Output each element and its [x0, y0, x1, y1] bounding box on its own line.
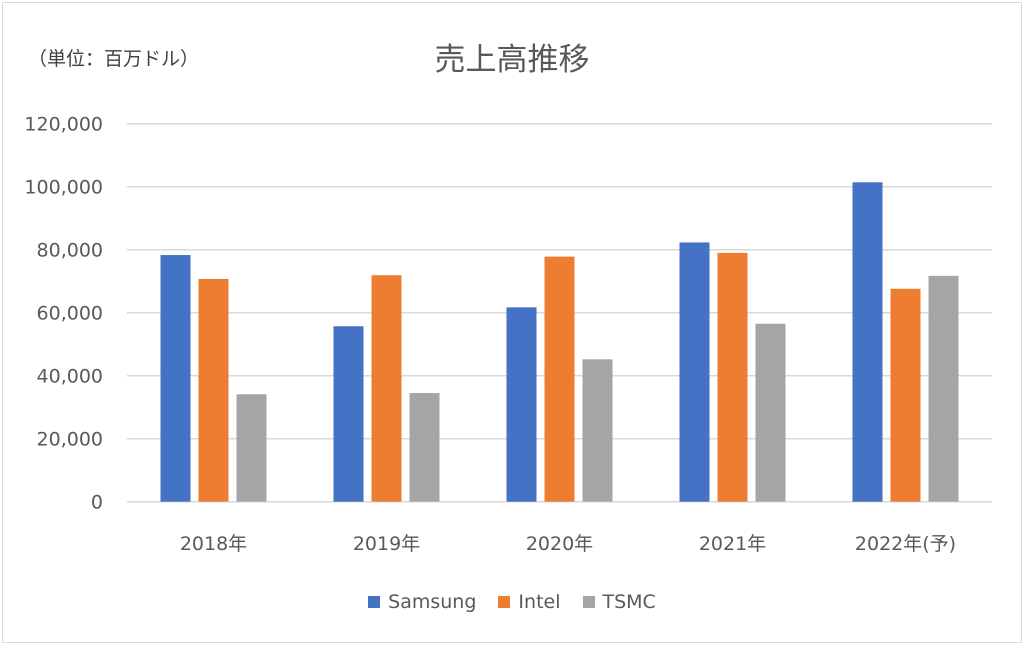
- legend-swatch: [498, 596, 511, 608]
- bar-tsmc: [236, 394, 267, 502]
- bar-intel: [371, 275, 402, 502]
- bar-samsung: [160, 255, 191, 502]
- y-tick-label: 60,000: [37, 303, 103, 325]
- x-tick-label: 2020年: [526, 533, 593, 555]
- legend-label: Intel: [518, 591, 561, 613]
- bar-samsung: [333, 326, 364, 502]
- bar-tsmc: [928, 275, 959, 502]
- bar-intel: [544, 256, 575, 502]
- x-tick-label: 2022年(予): [855, 533, 956, 555]
- legend-item: Samsung: [368, 591, 476, 613]
- bar-tsmc: [582, 359, 613, 502]
- legend-swatch: [368, 596, 381, 608]
- y-tick-label: 120,000: [24, 114, 103, 136]
- legend-item: Intel: [498, 591, 561, 613]
- bar-samsung: [852, 182, 883, 502]
- legend-label: TSMC: [602, 591, 656, 613]
- bar-tsmc: [755, 323, 786, 502]
- bar-intel: [198, 278, 229, 502]
- y-tick-label: 80,000: [37, 240, 103, 262]
- y-tick-label: 100,000: [24, 177, 103, 199]
- y-tick-label: 20,000: [37, 429, 103, 451]
- legend-item: TSMC: [582, 591, 656, 613]
- unit-label: （単位：百万ドル）: [28, 48, 200, 70]
- chart-title: 売上高推移: [434, 42, 590, 78]
- legend-swatch: [582, 596, 595, 608]
- legend-label: Samsung: [388, 591, 477, 613]
- x-tick-label: 2018年: [180, 533, 247, 555]
- x-tick-label: 2021年: [699, 533, 766, 555]
- bar-tsmc: [409, 393, 440, 502]
- bar-samsung: [679, 242, 710, 502]
- y-tick-label: 0: [91, 492, 103, 514]
- bar-samsung: [506, 307, 537, 502]
- bar-intel: [890, 288, 921, 502]
- bar-intel: [717, 252, 748, 502]
- x-tick-label: 2019年: [353, 533, 420, 555]
- y-tick-label: 40,000: [37, 366, 103, 388]
- legend: Samsung Intel TSMC: [0, 591, 1024, 613]
